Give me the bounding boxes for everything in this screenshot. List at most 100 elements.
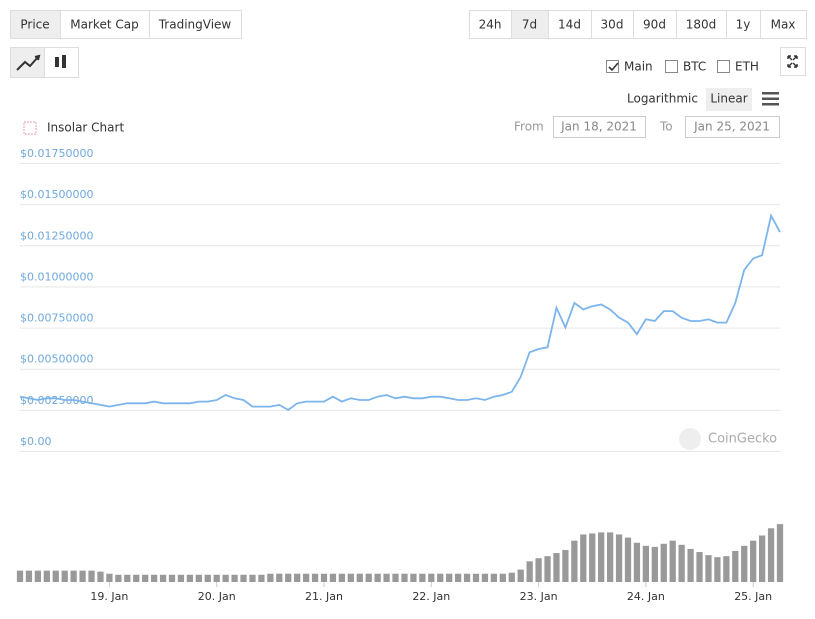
volume-bar bbox=[195, 574, 202, 582]
volume-bar bbox=[88, 570, 95, 582]
volume-bar bbox=[723, 556, 730, 582]
x-tick-label: 21. Jan bbox=[305, 590, 343, 603]
arrow-head bbox=[34, 54, 41, 61]
volume-bar bbox=[142, 574, 149, 582]
y-tick-label: $0.00750000 bbox=[20, 312, 93, 325]
volume-bar bbox=[517, 569, 524, 582]
volume-bar bbox=[70, 570, 77, 582]
volume-bar bbox=[580, 534, 587, 582]
tab-label: Market Cap bbox=[70, 18, 138, 32]
menu-bar bbox=[762, 97, 779, 100]
range-label: 1y bbox=[736, 18, 751, 32]
checkbox-label: BTC bbox=[683, 60, 706, 74]
volume-bar bbox=[52, 570, 59, 582]
x-tick-label: 19. Jan bbox=[90, 590, 128, 603]
volume-bar bbox=[222, 574, 229, 582]
volume-bar bbox=[150, 574, 158, 582]
volume-bar bbox=[535, 558, 542, 582]
to-input[interactable] bbox=[685, 116, 780, 138]
volume-bar bbox=[598, 532, 605, 582]
menu-bar bbox=[762, 92, 779, 95]
checkbox[interactable] bbox=[606, 60, 619, 73]
volume-bar bbox=[562, 549, 569, 582]
volume-bar bbox=[428, 573, 435, 582]
volume-bar bbox=[660, 543, 667, 582]
volume-bar bbox=[79, 570, 86, 582]
volume-bar bbox=[526, 561, 533, 582]
y-tick-label: $0.00250000 bbox=[20, 394, 93, 407]
x-tick-label: 23. Jan bbox=[520, 590, 558, 603]
volume-bar bbox=[267, 573, 274, 582]
scale-option[interactable]: Logarithmic bbox=[627, 92, 698, 106]
candle-icon bbox=[62, 55, 66, 68]
range-button[interactable] bbox=[760, 10, 807, 39]
volume-bar bbox=[213, 574, 220, 582]
fullscreen-icon bbox=[787, 55, 798, 68]
volume-bar bbox=[320, 573, 328, 582]
range-button[interactable] bbox=[469, 10, 512, 39]
tab-button[interactable] bbox=[10, 10, 61, 39]
range-button[interactable] bbox=[511, 10, 549, 39]
volume-bar bbox=[758, 535, 766, 582]
volume-bar bbox=[714, 557, 721, 582]
candle-mode-button[interactable] bbox=[44, 47, 79, 78]
volume-bar bbox=[651, 546, 658, 582]
volume-bar bbox=[410, 573, 417, 582]
menu-icon[interactable] bbox=[762, 92, 779, 106]
volume-bar bbox=[204, 574, 211, 582]
volume-bar bbox=[106, 573, 113, 582]
volume-bar bbox=[61, 570, 68, 582]
volume-bar bbox=[553, 553, 560, 582]
volume-bar bbox=[311, 573, 319, 582]
tab-button[interactable] bbox=[149, 10, 242, 39]
range-label: Max bbox=[771, 18, 796, 32]
volume-bar bbox=[294, 573, 301, 582]
volume-bar bbox=[508, 572, 515, 582]
scale-active[interactable] bbox=[706, 88, 752, 111]
volume-bar bbox=[776, 524, 784, 582]
volume-bar bbox=[159, 574, 167, 582]
volume-bar bbox=[571, 540, 578, 582]
checkmark bbox=[608, 62, 619, 72]
volume-bar bbox=[544, 556, 551, 582]
chart-title: Insolar Chart bbox=[47, 121, 124, 135]
volume-bar bbox=[356, 573, 363, 582]
volume-bar bbox=[276, 573, 283, 582]
to-label: To bbox=[659, 120, 673, 134]
volume-bar bbox=[97, 571, 104, 582]
x-tick-label: 24. Jan bbox=[627, 590, 665, 603]
watermark: CoinGecko bbox=[708, 432, 777, 447]
y-tick-label: $0.00500000 bbox=[20, 353, 93, 366]
mode-toggle[interactable] bbox=[10, 47, 79, 78]
volume-bar bbox=[43, 570, 50, 582]
checkbox[interactable] bbox=[665, 60, 678, 73]
volume-bar bbox=[705, 555, 712, 582]
from-input[interactable] bbox=[553, 116, 646, 138]
volume-bar bbox=[365, 573, 372, 582]
range-button[interactable] bbox=[726, 10, 761, 39]
volume-bar bbox=[338, 573, 346, 582]
volume-bar bbox=[678, 544, 685, 582]
line-mode-button[interactable] bbox=[10, 47, 45, 78]
volume-bar bbox=[177, 574, 185, 582]
fullscreen-button[interactable] bbox=[780, 47, 806, 76]
range-button[interactable] bbox=[633, 10, 677, 39]
volume-bar bbox=[115, 574, 122, 582]
volume-bar bbox=[481, 573, 489, 582]
volume-bar bbox=[687, 548, 694, 582]
range-label: 180d bbox=[686, 18, 717, 32]
volume-bar bbox=[732, 551, 739, 582]
checkbox-label: ETH bbox=[735, 60, 759, 74]
volume-bar bbox=[240, 574, 247, 582]
checkbox-label: Main bbox=[624, 60, 653, 74]
tab-label: TradingView bbox=[158, 18, 232, 32]
range-label: 7d bbox=[522, 18, 537, 32]
checkbox[interactable] bbox=[717, 60, 730, 73]
volume-bar bbox=[499, 573, 506, 582]
volume-bar bbox=[750, 540, 757, 582]
range-button[interactable] bbox=[548, 10, 592, 39]
volume-bar bbox=[419, 573, 426, 582]
range-label: 24h bbox=[479, 18, 502, 32]
range-label: 30d bbox=[601, 18, 624, 32]
volume-bar bbox=[463, 573, 471, 582]
